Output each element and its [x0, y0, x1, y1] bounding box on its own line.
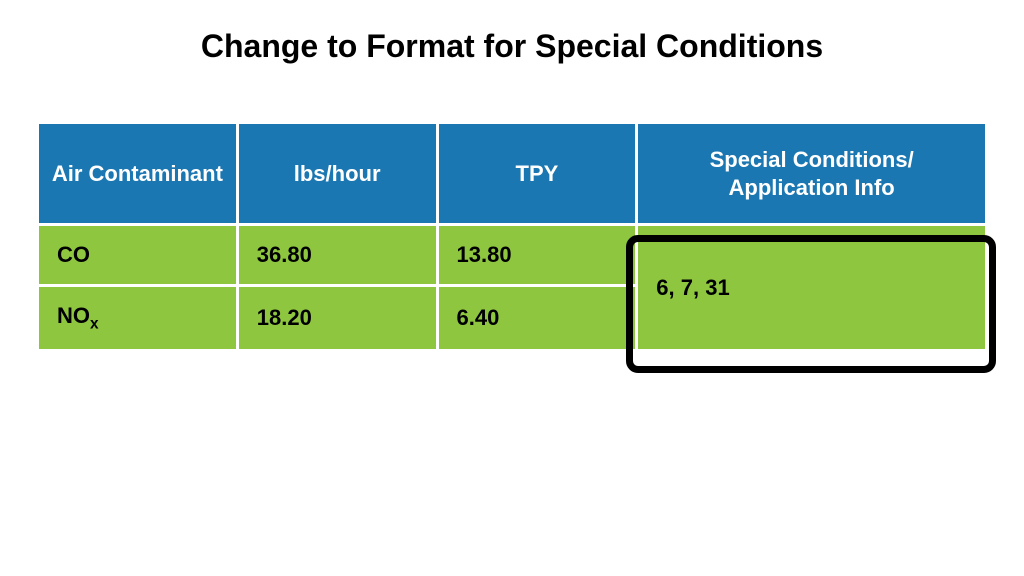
table-container: Air Contaminant lbs/hour TPY Special Con…: [36, 121, 988, 352]
table-row: CO 36.80 13.80 6, 7, 31: [39, 226, 985, 284]
th-lbshour: lbs/hour: [239, 124, 436, 223]
cell-contaminant: CO: [39, 226, 236, 284]
th-special: Special Conditions/ Application Info: [638, 124, 985, 223]
cell-special-merged: 6, 7, 31: [638, 226, 985, 349]
cell-tpy: 6.40: [439, 287, 636, 349]
cell-lbshour: 36.80: [239, 226, 436, 284]
cell-tpy: 13.80: [439, 226, 636, 284]
table-header-row: Air Contaminant lbs/hour TPY Special Con…: [39, 124, 985, 223]
emissions-table: Air Contaminant lbs/hour TPY Special Con…: [36, 121, 988, 352]
th-tpy: TPY: [439, 124, 636, 223]
cell-lbshour: 18.20: [239, 287, 436, 349]
cell-contaminant: NOx: [39, 287, 236, 349]
th-contaminant: Air Contaminant: [39, 124, 236, 223]
page-title: Change to Format for Special Conditions: [0, 0, 1024, 65]
